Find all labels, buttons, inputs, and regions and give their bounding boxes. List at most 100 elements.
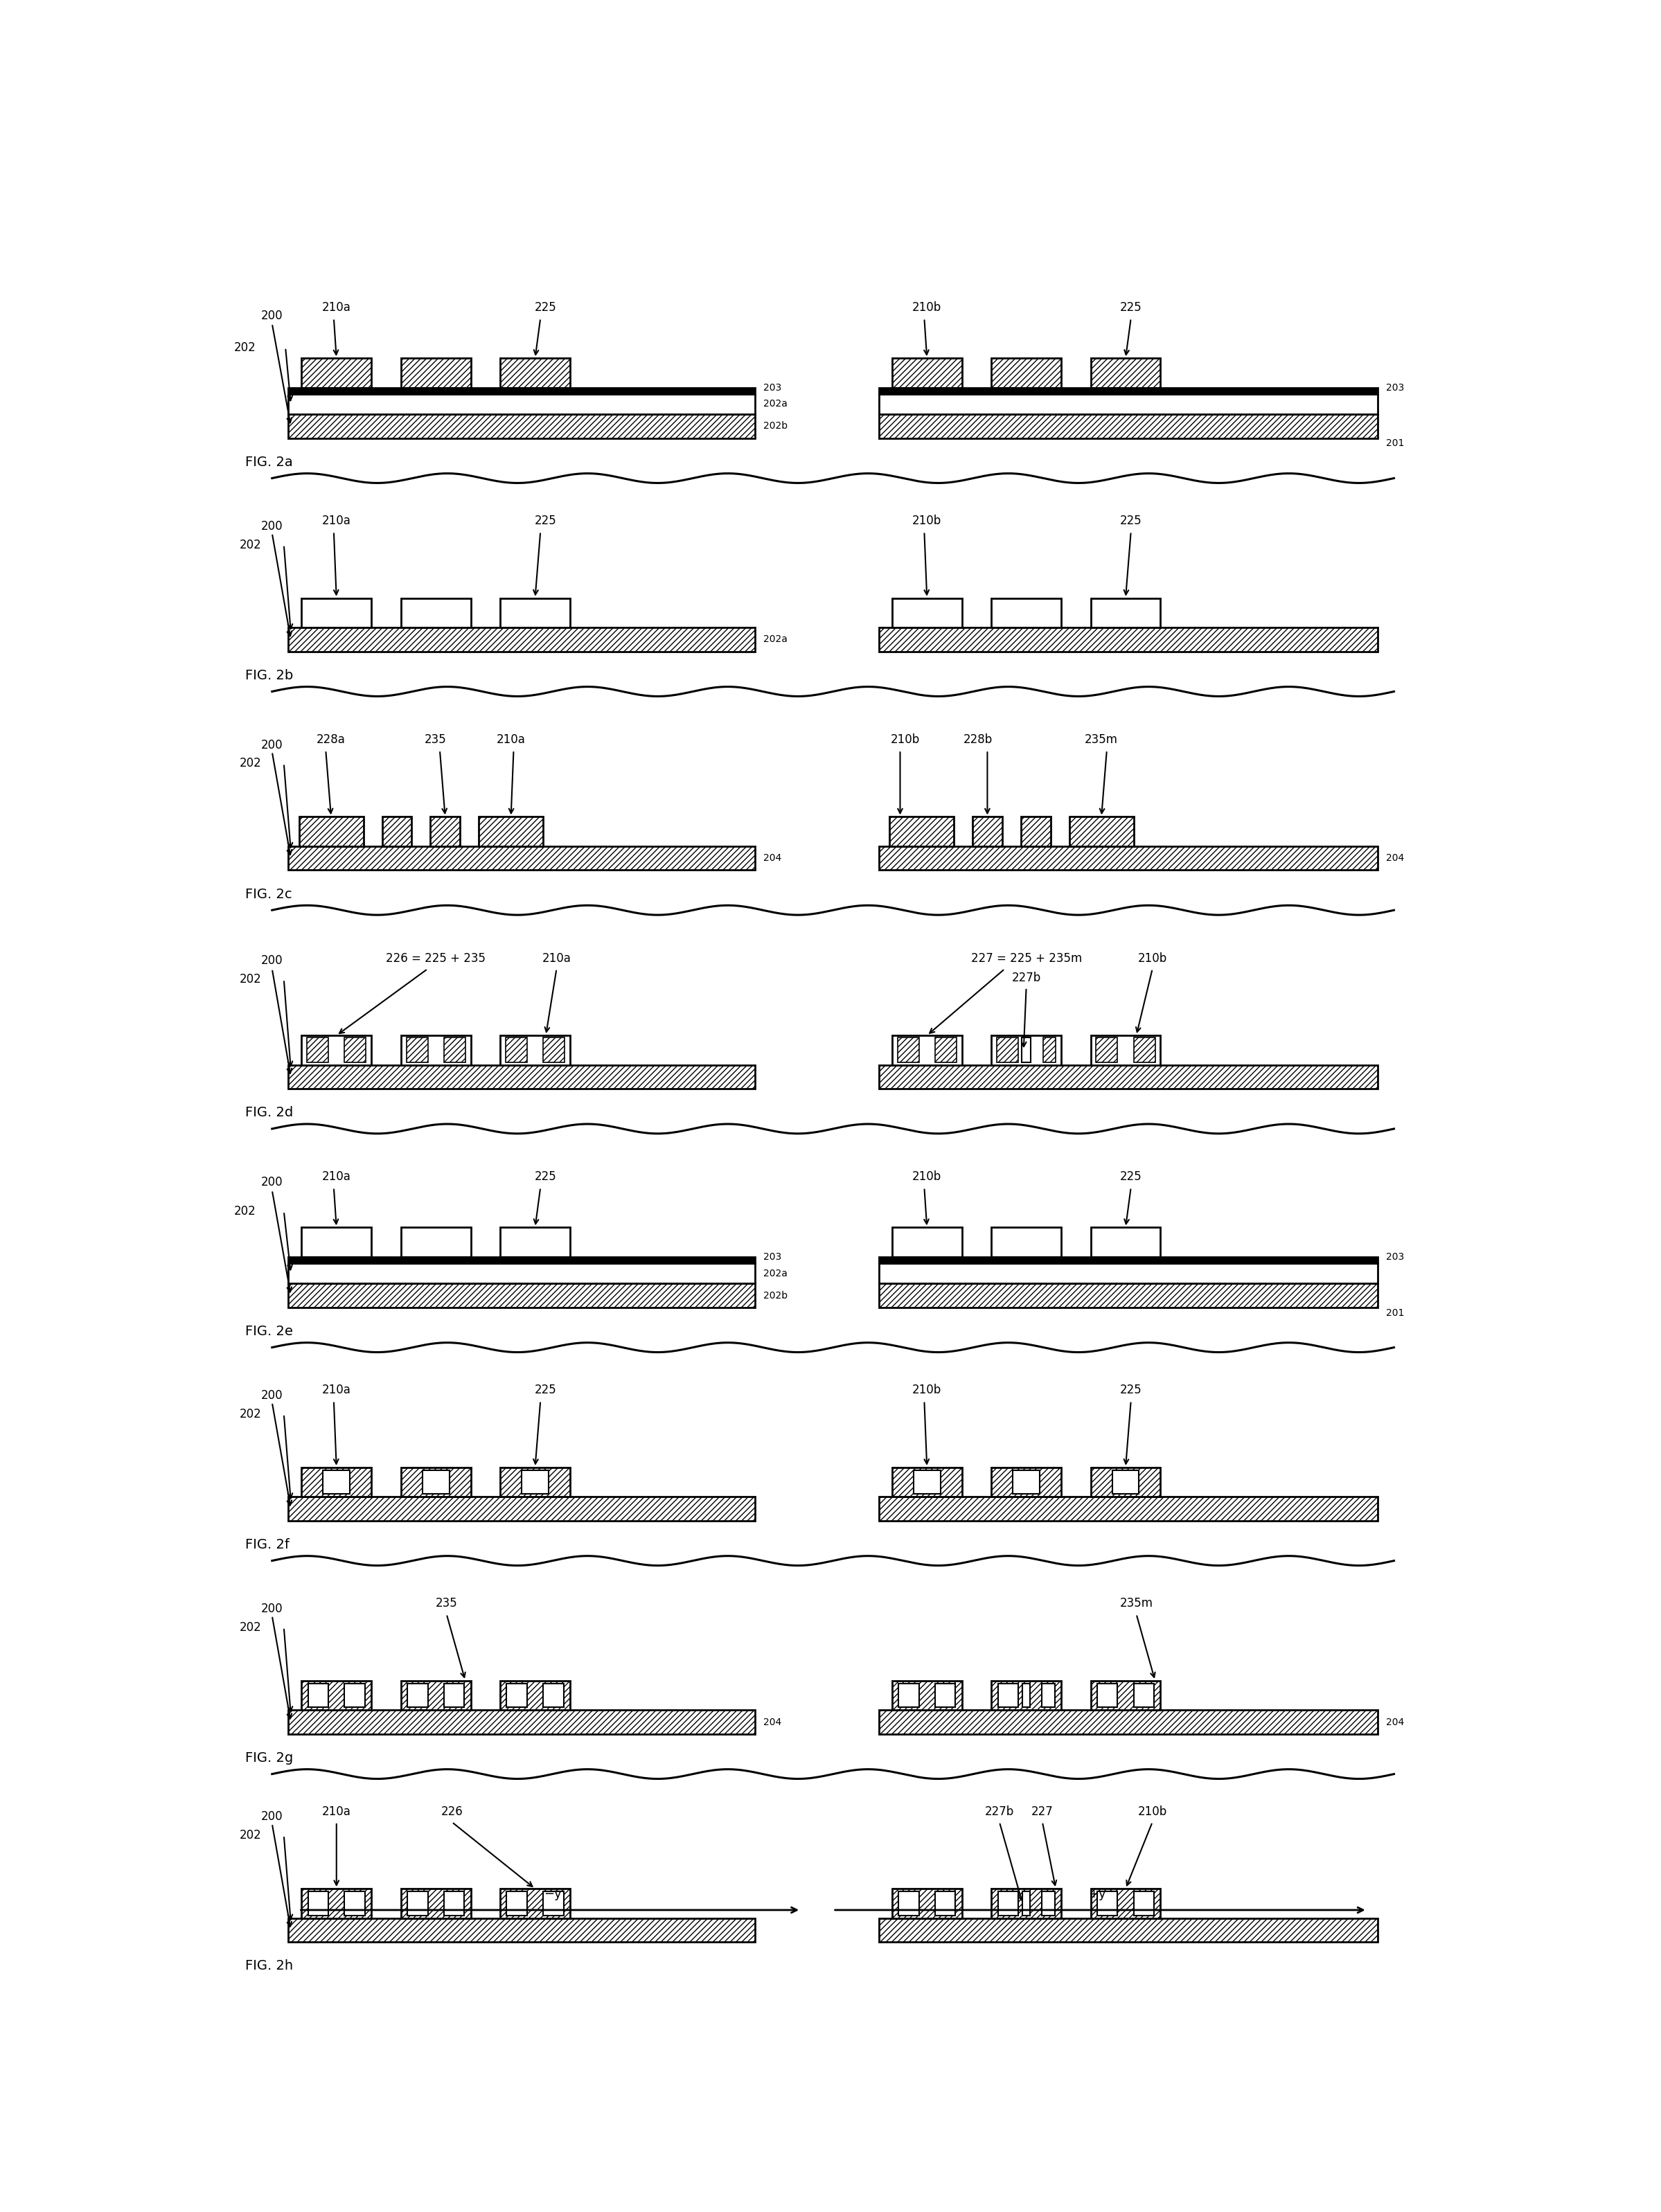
- Bar: [307, 1683, 329, 1708]
- Text: +y: +y: [1088, 1887, 1106, 1900]
- Bar: [879, 394, 1379, 414]
- Text: 210a: 210a: [322, 1170, 350, 1183]
- Text: 227b: 227b: [1012, 971, 1041, 984]
- Bar: [407, 1037, 429, 1062]
- Text: 227b: 227b: [985, 1805, 1015, 1818]
- Text: FIG. 2h: FIG. 2h: [246, 1960, 292, 1973]
- Bar: [1043, 1037, 1056, 1062]
- Bar: [1133, 1037, 1154, 1062]
- Bar: [992, 1035, 1061, 1064]
- Bar: [892, 1467, 962, 1498]
- Text: 235: 235: [425, 732, 447, 745]
- Text: FIG. 2f: FIG. 2f: [246, 1537, 289, 1551]
- Text: 204: 204: [1385, 1717, 1404, 1728]
- Bar: [302, 1681, 372, 1710]
- Bar: [500, 1889, 570, 1918]
- Bar: [879, 1283, 1379, 1307]
- Text: 204: 204: [1385, 854, 1404, 863]
- Bar: [287, 1064, 756, 1088]
- Text: 201: 201: [1385, 438, 1404, 449]
- Bar: [478, 816, 543, 847]
- Text: −y: −y: [543, 1887, 561, 1900]
- Text: 203: 203: [1385, 1252, 1404, 1261]
- Text: 210b: 210b: [912, 1385, 942, 1396]
- Bar: [287, 1256, 756, 1263]
- Bar: [899, 1683, 919, 1708]
- Text: 202: 202: [239, 1407, 261, 1420]
- Text: 202b: 202b: [762, 420, 787, 431]
- Text: 235m: 235m: [1085, 732, 1118, 745]
- Bar: [935, 1683, 955, 1708]
- Bar: [287, 387, 756, 394]
- Text: 202b: 202b: [762, 1290, 787, 1301]
- Text: 200: 200: [261, 739, 282, 752]
- Bar: [287, 1498, 756, 1520]
- Bar: [302, 1228, 372, 1256]
- Bar: [879, 387, 1379, 394]
- Text: 202a: 202a: [762, 1267, 787, 1279]
- Bar: [407, 1683, 429, 1708]
- Text: 225: 225: [1120, 1170, 1143, 1183]
- Text: 200: 200: [261, 520, 282, 533]
- Bar: [287, 847, 756, 869]
- Bar: [1098, 1683, 1118, 1708]
- Bar: [1023, 1891, 1030, 1916]
- Text: 225: 225: [1120, 1385, 1143, 1396]
- Bar: [443, 1683, 463, 1708]
- Bar: [400, 358, 470, 387]
- Bar: [500, 597, 570, 628]
- Bar: [879, 414, 1379, 438]
- Text: 210b: 210b: [890, 732, 920, 745]
- Bar: [879, 1918, 1379, 1942]
- Bar: [1096, 1037, 1118, 1062]
- Bar: [302, 358, 372, 387]
- Text: 200: 200: [261, 1177, 282, 1188]
- Bar: [897, 1037, 919, 1062]
- Text: FIG. 2d: FIG. 2d: [246, 1106, 294, 1119]
- Text: 225: 225: [535, 1385, 556, 1396]
- Text: 210b: 210b: [912, 515, 942, 526]
- Bar: [892, 1889, 962, 1918]
- Bar: [400, 1467, 470, 1498]
- Bar: [879, 1256, 1379, 1263]
- Bar: [1041, 1891, 1055, 1916]
- Bar: [1070, 816, 1133, 847]
- Bar: [400, 1681, 470, 1710]
- Text: 200: 200: [261, 1389, 282, 1402]
- Bar: [287, 1283, 756, 1307]
- Bar: [1013, 1471, 1040, 1493]
- Bar: [500, 1228, 570, 1256]
- Bar: [507, 1891, 527, 1916]
- Text: 235m: 235m: [1120, 1597, 1153, 1610]
- Text: 226 = 225 + 235: 226 = 225 + 235: [385, 951, 485, 964]
- Bar: [543, 1683, 563, 1708]
- Bar: [973, 816, 1002, 847]
- Bar: [992, 1228, 1061, 1256]
- Text: 204: 204: [762, 854, 781, 863]
- Text: 225: 225: [535, 301, 556, 314]
- Bar: [992, 1467, 1061, 1498]
- Bar: [407, 1891, 429, 1916]
- Bar: [400, 1035, 470, 1064]
- Bar: [899, 1891, 919, 1916]
- Text: 202: 202: [239, 1829, 261, 1843]
- Bar: [543, 1037, 565, 1062]
- Bar: [307, 1037, 329, 1062]
- Bar: [892, 597, 962, 628]
- Text: 200: 200: [261, 1601, 282, 1615]
- Bar: [992, 1681, 1061, 1710]
- Bar: [287, 1918, 756, 1942]
- Bar: [287, 1710, 756, 1734]
- Bar: [992, 1889, 1061, 1918]
- Text: 210a: 210a: [322, 1805, 350, 1818]
- Bar: [1023, 1683, 1030, 1708]
- Bar: [1091, 597, 1161, 628]
- Text: 210a: 210a: [322, 515, 350, 526]
- Bar: [507, 1683, 527, 1708]
- Bar: [892, 358, 962, 387]
- Text: 202: 202: [239, 973, 261, 987]
- Bar: [879, 1064, 1379, 1088]
- Bar: [500, 358, 570, 387]
- Bar: [302, 597, 372, 628]
- Text: 228a: 228a: [317, 732, 345, 745]
